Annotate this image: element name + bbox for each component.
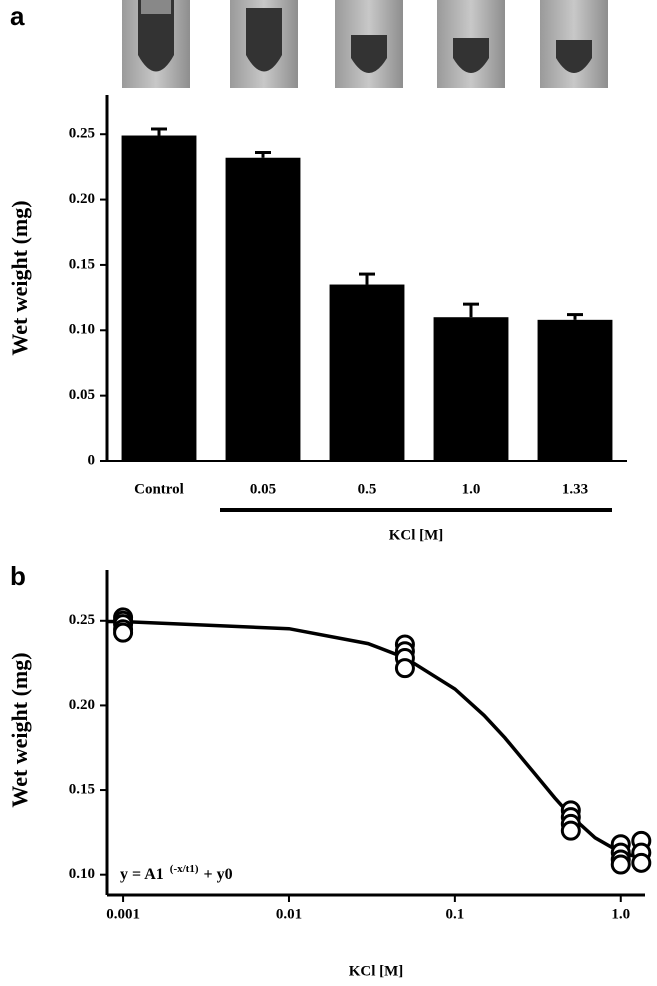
tube [540, 0, 608, 88]
bar [225, 157, 301, 461]
y-tick-label: 0 [88, 452, 96, 468]
x-axis-title: KCl [M] [389, 527, 444, 543]
data-point [610, 854, 631, 875]
tube [335, 0, 403, 88]
y-tick-label: 0.20 [69, 697, 95, 713]
y-tick-label: 0.15 [69, 781, 95, 797]
x-tick-label: 0.5 [358, 481, 377, 497]
equation-part: + y0 [204, 866, 233, 883]
panel-label: b [10, 561, 26, 591]
y-axis-title: Wet weight (mg) [7, 652, 32, 807]
data-point [113, 622, 134, 643]
x-tick-label: 0.05 [250, 481, 276, 497]
bar [537, 319, 613, 461]
y-tick-label: 0.15 [69, 256, 95, 272]
y-tick-label: 0.20 [69, 191, 95, 207]
equation-part: y = A1 [120, 866, 164, 883]
x-tick-label: 1.0 [462, 481, 481, 497]
y-tick-label: 0.10 [69, 866, 95, 882]
equation-exponent: (-x/t1) [170, 863, 199, 875]
panel-label: a [10, 1, 25, 31]
tube-photos [122, 0, 608, 88]
bar [329, 284, 405, 461]
x-axis-title: KCl [M] [349, 963, 404, 979]
data-point [394, 658, 415, 679]
x-tick-label: Control [134, 481, 184, 497]
x-tick-label: 1.0 [611, 906, 630, 922]
y-tick-label: 0.25 [69, 612, 95, 628]
y-tick-label: 0.05 [69, 387, 95, 403]
y-tick-label: 0.10 [69, 322, 95, 338]
tube [122, 0, 190, 88]
equation: y = A1 (-x/t1) + y0 [120, 863, 233, 883]
tube [437, 0, 505, 88]
data-point [631, 852, 652, 873]
x-tick-label: 0.1 [445, 906, 464, 922]
data-point [560, 820, 581, 841]
bar [121, 135, 197, 461]
tube [230, 0, 298, 88]
x-tick-label: 0.001 [106, 906, 140, 922]
fit-curve [106, 619, 646, 861]
x-tick-label: 0.01 [276, 906, 302, 922]
bar [433, 317, 509, 461]
y-tick-label: 0.25 [69, 126, 95, 142]
y-axis-title: Wet weight (mg) [7, 200, 32, 355]
x-tick-label: 1.33 [562, 481, 588, 497]
